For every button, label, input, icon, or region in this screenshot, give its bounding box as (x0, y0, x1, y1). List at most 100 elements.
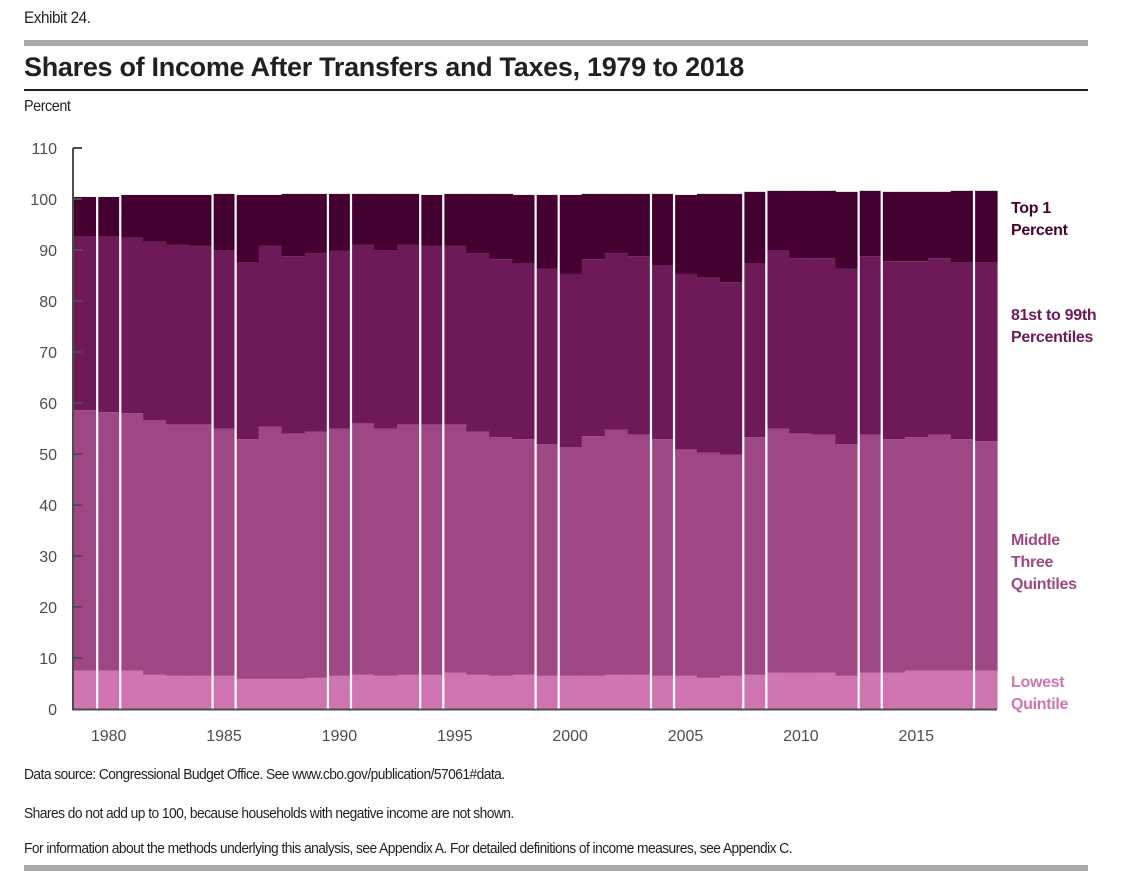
year-separators (96, 183, 976, 709)
bar-top-1-percent-1988 (281, 193, 306, 257)
bar-middle-three-quintiles-1984 (189, 424, 214, 676)
bar-top-1-percent-2016 (927, 191, 952, 259)
bar-lowest-quintile-2000 (558, 675, 583, 709)
separator-1994 (442, 183, 445, 709)
methods-note: For information about the methods underl… (24, 840, 793, 857)
separator-2013 (880, 183, 883, 709)
bar-top-1-percent-1979 (74, 196, 98, 237)
bar-lowest-quintile-1993 (397, 674, 421, 709)
y-tick-label-90: 90 (39, 243, 57, 260)
bar-middle-three-quintiles-2017 (950, 439, 975, 671)
bar-lowest-quintile-2017 (950, 670, 975, 709)
bar-middle-three-quintiles-2001 (581, 436, 606, 676)
bar-lowest-quintile-1987 (258, 678, 283, 709)
legend-line: Lowest (1011, 674, 1065, 691)
bar-top-1-percent-2003 (627, 193, 652, 257)
bar-lowest-quintile-1998 (512, 674, 537, 709)
bar-top-1-percent-2011 (812, 190, 837, 259)
separator-1999 (534, 183, 537, 709)
bar-top-1-percent-2005 (673, 194, 698, 274)
y-tick-label-0: 0 (48, 702, 57, 719)
bar-middle-three-quintiles-2010 (789, 433, 813, 673)
bar-lowest-quintile-2015 (904, 670, 929, 709)
bar-middle-three-quintiles-2014 (881, 439, 906, 673)
bar-top-1-percent-2013 (858, 190, 883, 257)
bar-81st-to-99th-percentiles-2011 (812, 258, 837, 435)
bar-81st-to-99th-percentiles-1986 (235, 262, 260, 440)
y-tick-label-100: 100 (30, 192, 57, 209)
bar-81st-to-99th-percentiles-1995 (443, 245, 467, 425)
y-axis: 0 10 20 30 40 50 60 70 80 90 100 110 (30, 141, 82, 719)
x-tick-label-2000: 2000 (552, 728, 588, 745)
bar-middle-three-quintiles-2011 (812, 434, 837, 673)
bar-81st-to-99th-percentiles-1991 (350, 244, 375, 424)
bar-top-1-percent-1999 (535, 194, 560, 269)
bar-middle-three-quintiles-2012 (835, 444, 860, 676)
legend-line: Top 1 (1011, 200, 1051, 217)
bar-middle-three-quintiles-2015 (904, 437, 929, 671)
bar-middle-three-quintiles-2004 (650, 439, 675, 676)
bar-lowest-quintile-2018 (973, 670, 998, 709)
bar-lowest-quintile-2003 (627, 674, 652, 709)
bar-top-1-percent-2004 (650, 193, 675, 266)
bar-81st-to-99th-percentiles-1996 (466, 253, 490, 432)
bar-lowest-quintile-2013 (858, 672, 883, 709)
bar-top-1-percent-1981 (120, 194, 144, 238)
bar-81st-to-99th-percentiles-1982 (143, 241, 167, 421)
bar-lowest-quintile-1995 (443, 672, 467, 709)
bar-middle-three-quintiles-1991 (350, 423, 375, 675)
bar-81st-to-99th-percentiles-2010 (789, 258, 813, 434)
bar-81st-to-99th-percentiles-1990 (327, 250, 352, 429)
bar-middle-three-quintiles-2000 (558, 447, 583, 676)
y-tick-label-80: 80 (39, 294, 57, 311)
bar-lowest-quintile-2005 (673, 675, 698, 709)
legend-line: Percentiles (1011, 329, 1094, 346)
bar-top-1-percent-2000 (558, 194, 583, 274)
bar-lowest-quintile-1986 (235, 678, 260, 709)
y-tick-label-110: 110 (31, 141, 57, 158)
bar-lowest-quintile-1980 (97, 670, 121, 709)
y-tick-label-50: 50 (39, 447, 57, 464)
bar-top-1-percent-1984 (189, 194, 214, 246)
bar-lowest-quintile-1983 (166, 675, 190, 709)
legend-line: Quintile (1011, 696, 1069, 713)
y-tick-label-30: 30 (39, 549, 57, 566)
y-tick-label-70: 70 (39, 345, 57, 362)
bar-lowest-quintile-1996 (466, 674, 490, 709)
bar-middle-three-quintiles-1986 (235, 439, 260, 679)
bar-middle-three-quintiles-1996 (466, 431, 490, 675)
bar-middle-three-quintiles-1985 (212, 428, 237, 676)
bar-middle-three-quintiles-2002 (604, 429, 629, 675)
bar-middle-three-quintiles-1993 (397, 424, 421, 675)
bar-lowest-quintile-2014 (881, 672, 906, 709)
title-underline (24, 89, 1088, 91)
chart-title: Shares of Income After Transfers and Tax… (24, 52, 745, 82)
x-tick-label-1980: 1980 (91, 728, 127, 745)
bar-top-1-percent-1997 (489, 193, 514, 260)
bar-top-1-percent-1983 (166, 194, 190, 245)
legend-81st-to-99th-percentiles: 81st to 99th Percentiles (1011, 305, 1097, 349)
bar-lowest-quintile-1989 (304, 677, 329, 709)
bar-81st-to-99th-percentiles-1989 (304, 253, 329, 432)
bar-81st-to-99th-percentiles-2014 (881, 261, 906, 440)
bar-lowest-quintile-2006 (697, 677, 721, 709)
bar-middle-three-quintiles-2007 (720, 454, 744, 676)
bar-81st-to-99th-percentiles-1999 (535, 268, 560, 445)
bar-81st-to-99th-percentiles-2002 (604, 253, 629, 430)
bar-middle-three-quintiles-2016 (927, 434, 952, 671)
bar-lowest-quintile-1997 (489, 675, 514, 709)
bar-81st-to-99th-percentiles-1992 (373, 250, 398, 429)
separator-2013 (857, 183, 860, 709)
bar-top-1-percent-2002 (604, 193, 629, 254)
x-tick-label-2015: 2015 (898, 728, 934, 745)
bar-lowest-quintile-2016 (927, 670, 952, 709)
bar-lowest-quintile-2009 (766, 672, 790, 709)
bar-lowest-quintile-2012 (835, 675, 860, 709)
bar-81st-to-99th-percentiles-1987 (258, 245, 283, 427)
bar-lowest-quintile-1984 (189, 675, 214, 709)
bar-middle-three-quintiles-2008 (743, 437, 767, 675)
bar-middle-three-quintiles-2005 (673, 449, 698, 676)
y-tick-label-40: 40 (39, 498, 57, 515)
bar-lowest-quintile-1991 (350, 674, 375, 709)
bar-top-1-percent-2008 (743, 191, 767, 264)
